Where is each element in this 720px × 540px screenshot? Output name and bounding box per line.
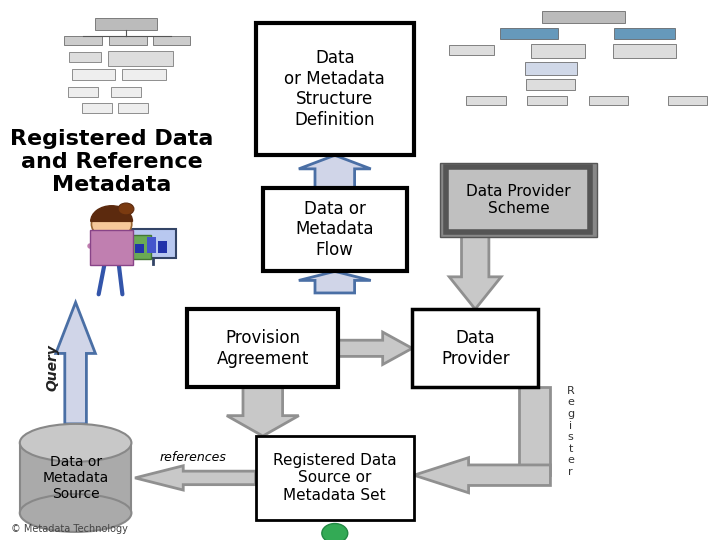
Polygon shape — [518, 388, 551, 475]
Text: Registered Data
and Reference
Metadata: Registered Data and Reference Metadata — [10, 129, 213, 195]
Text: Provision
Agreement: Provision Agreement — [217, 329, 309, 368]
Text: Data
or Metadata
Structure
Definition: Data or Metadata Structure Definition — [284, 49, 385, 129]
Bar — [256, 436, 414, 519]
Bar — [263, 187, 407, 271]
Bar — [412, 309, 539, 388]
Bar — [449, 45, 494, 55]
Bar — [153, 36, 190, 45]
Bar — [446, 167, 590, 232]
Bar — [614, 28, 675, 39]
Polygon shape — [449, 232, 501, 309]
Polygon shape — [135, 465, 256, 490]
Text: Data or
Metadata
Flow: Data or Metadata Flow — [295, 200, 374, 259]
Bar — [130, 230, 176, 258]
Bar — [69, 52, 101, 62]
Bar — [118, 103, 148, 113]
Bar — [589, 96, 628, 105]
Bar — [19, 443, 131, 513]
Polygon shape — [227, 388, 299, 436]
Bar — [525, 62, 577, 75]
Bar — [108, 51, 173, 66]
Bar — [440, 163, 597, 237]
Bar — [527, 96, 567, 105]
Polygon shape — [338, 332, 412, 365]
Bar — [122, 69, 166, 80]
Bar — [542, 11, 625, 23]
Bar — [90, 230, 133, 265]
Bar — [158, 241, 167, 253]
Polygon shape — [299, 271, 371, 293]
Bar — [82, 103, 112, 113]
Bar — [72, 69, 115, 80]
Bar — [130, 235, 151, 259]
Text: R
e
g
i
s
t
e
r: R e g i s t e r — [567, 386, 575, 477]
Text: Data
Provider: Data Provider — [441, 329, 510, 368]
Polygon shape — [56, 302, 95, 424]
Wedge shape — [91, 206, 132, 221]
Bar — [95, 18, 157, 30]
Bar — [135, 244, 144, 253]
Text: references: references — [160, 451, 227, 464]
Bar — [187, 309, 338, 388]
Text: Registered Data
Source or
Metadata Set: Registered Data Source or Metadata Set — [273, 453, 397, 503]
Bar — [64, 36, 102, 45]
Circle shape — [118, 203, 134, 215]
Bar — [613, 44, 676, 58]
Text: © Metadata Technology: © Metadata Technology — [11, 523, 127, 534]
Bar — [111, 87, 141, 97]
Text: Query: Query — [45, 344, 60, 390]
Bar — [467, 96, 506, 105]
Bar — [526, 79, 575, 90]
Bar — [68, 87, 98, 97]
Ellipse shape — [19, 494, 131, 532]
Polygon shape — [299, 156, 371, 188]
Bar — [500, 28, 558, 39]
Circle shape — [91, 209, 132, 239]
Bar — [147, 237, 156, 253]
Bar — [531, 44, 585, 58]
Bar — [109, 36, 147, 45]
Ellipse shape — [19, 424, 131, 462]
Bar — [256, 23, 414, 156]
Text: Data Provider
Scheme: Data Provider Scheme — [466, 184, 571, 216]
Circle shape — [322, 524, 348, 540]
Polygon shape — [414, 457, 551, 492]
Bar — [668, 96, 707, 105]
Text: Data or
Metadata
Source: Data or Metadata Source — [42, 455, 109, 501]
